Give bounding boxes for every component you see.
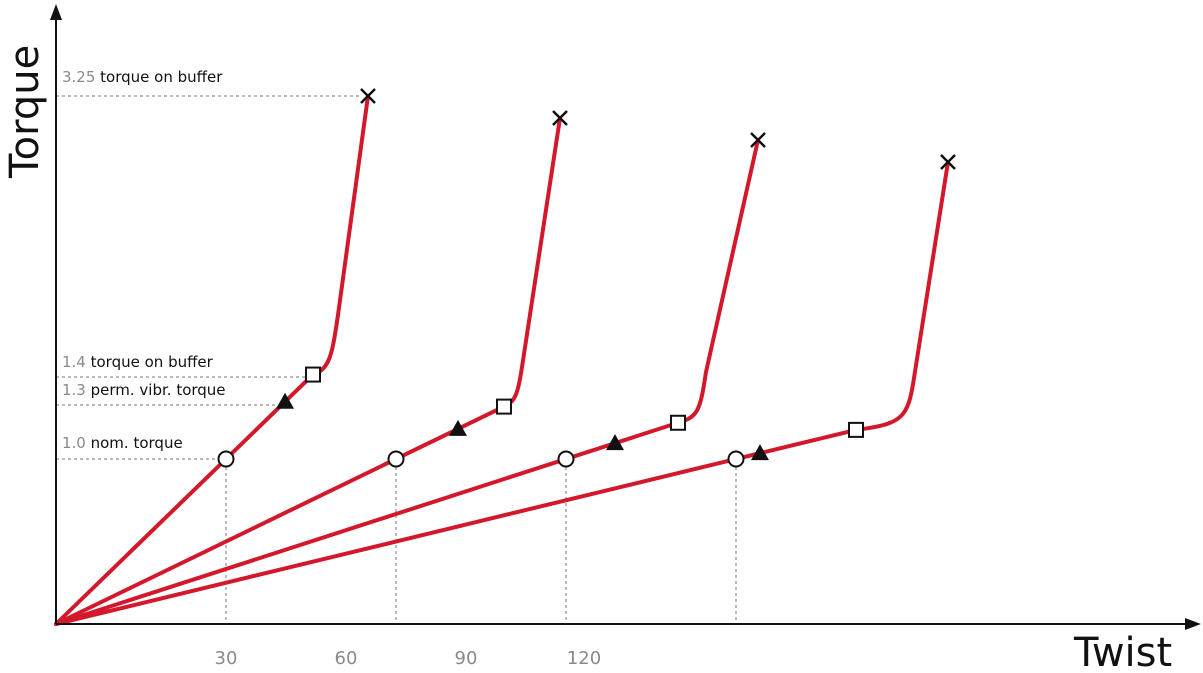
vibration-torque-marker <box>606 434 624 451</box>
y-reference-label: 3.25 torque on buffer <box>62 68 223 86</box>
markers <box>217 88 956 468</box>
vibration-torque-marker <box>276 392 294 409</box>
max-buffer-torque-marker <box>552 110 568 126</box>
y-axis-title: Torque <box>2 45 48 179</box>
y-reference-text: perm. vibr. torque <box>91 381 226 399</box>
y-reference-label: 1.0 nom. torque <box>62 434 183 452</box>
x-axis-title: Twist <box>1073 630 1172 673</box>
guide-lines <box>56 95 737 624</box>
x-tick-label: 120 <box>567 648 601 669</box>
max-buffer-torque-marker <box>750 132 766 148</box>
x-tick-label: 90 <box>455 648 478 669</box>
vibration-torque-marker <box>751 444 769 461</box>
y-reference-value: 1.0 <box>62 434 91 452</box>
nominal-torque-marker <box>387 450 405 468</box>
y-reference-label: 1.3 perm. vibr. torque <box>62 381 226 399</box>
y-axis-arrow <box>50 4 62 20</box>
vibration-torque-marker <box>449 419 467 436</box>
max-buffer-torque-marker <box>360 88 376 104</box>
buffer-torque-marker <box>670 414 686 431</box>
x-tick-label: 30 <box>215 648 238 669</box>
x-tick-label: 60 <box>335 648 358 669</box>
buffer-torque-marker <box>848 421 864 438</box>
y-reference-text: torque on buffer <box>91 353 214 371</box>
max-buffer-torque-marker <box>940 154 956 170</box>
nominal-torque-marker <box>217 450 235 468</box>
y-reference-value: 1.4 <box>62 353 91 371</box>
y-reference-text: nom. torque <box>91 434 183 452</box>
x-axis-arrow <box>1185 618 1201 630</box>
axes <box>50 4 1201 630</box>
nominal-torque-marker <box>727 450 745 468</box>
nominal-torque-marker <box>557 450 575 468</box>
y-reference-value: 1.3 <box>62 381 91 399</box>
y-reference-text: torque on buffer <box>100 68 223 86</box>
y-reference-label: 1.4 torque on buffer <box>62 353 214 371</box>
buffer-torque-marker <box>496 398 512 415</box>
y-reference-value: 3.25 <box>62 68 100 86</box>
x-tick-labels: 30 60 90 120 <box>215 648 602 669</box>
buffer-torque-marker <box>305 366 321 383</box>
